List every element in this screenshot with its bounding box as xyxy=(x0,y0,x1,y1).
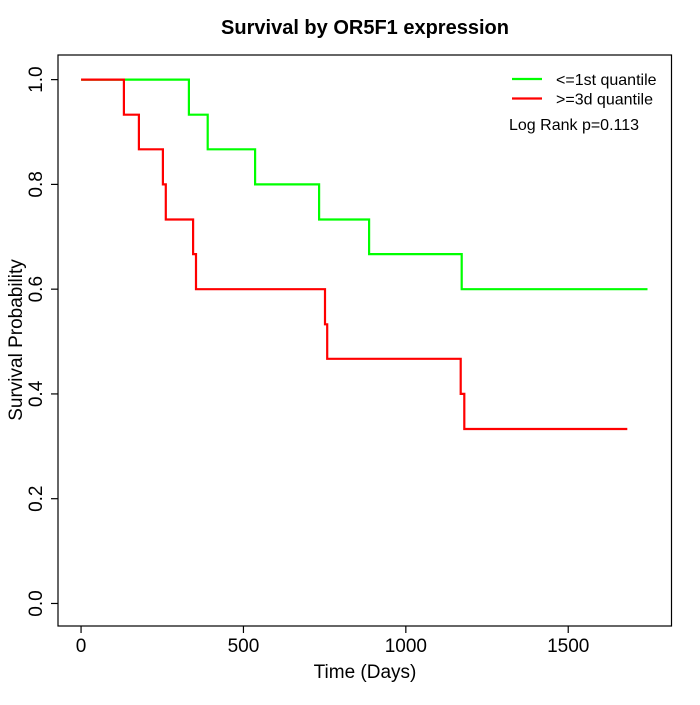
y-axis-label: Survival Probability xyxy=(6,259,27,421)
y-tick-label: 0.2 xyxy=(26,485,47,511)
y-axis-ticks: 0.0 0.2 0.4 0.6 0.8 1.0 xyxy=(26,66,58,617)
chart-title: Survival by OR5F1 expression xyxy=(221,17,509,39)
y-tick-label: 1.0 xyxy=(26,66,47,92)
x-axis-label: Time (Days) xyxy=(314,662,417,683)
y-tick-label: 0.8 xyxy=(26,171,47,197)
survival-curves xyxy=(81,78,648,431)
x-tick-label: 0 xyxy=(76,636,87,657)
logrank-annotation: Log Rank p=0.113 xyxy=(509,117,639,134)
x-tick-label: 1500 xyxy=(547,636,589,657)
legend-label-first-quantile: <=1st quantile xyxy=(556,72,657,89)
legend-label-third-quantile: >=3d quantile xyxy=(556,92,653,109)
y-tick-label: 0.4 xyxy=(26,380,47,407)
x-axis-ticks: 0 500 1000 1500 xyxy=(76,626,589,657)
y-tick-label: 0.6 xyxy=(26,276,47,302)
plot-box xyxy=(57,54,673,627)
y-tick-label: 0.0 xyxy=(26,590,47,616)
survival-curve-first-quantile xyxy=(81,78,648,291)
x-tick-label: 500 xyxy=(228,636,260,657)
legend: <=1st quantile >=3d quantile Log Rank p=… xyxy=(509,72,657,134)
survival-curve-third-quantile xyxy=(81,78,628,431)
x-tick-label: 1000 xyxy=(385,636,427,657)
